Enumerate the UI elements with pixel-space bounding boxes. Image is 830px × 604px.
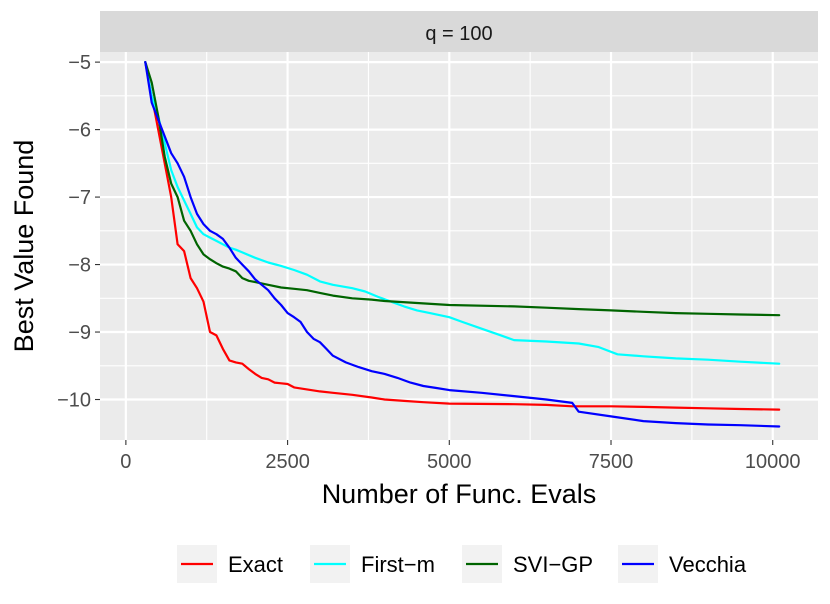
- x-tick-label: 10000: [745, 451, 801, 473]
- series-line-1: [144, 60, 781, 365]
- legend-label-2: SVI−GP: [513, 552, 593, 577]
- x-tick-label: 7500: [589, 451, 634, 473]
- plot-panel: [100, 52, 818, 440]
- legend: Exact First−m SVI−GP Vecchia: [177, 545, 747, 583]
- x-axis-title: Number of Func. Evals: [322, 479, 597, 509]
- y-axis-title: Best Value Found: [9, 140, 39, 353]
- y-tick-label: −8: [68, 255, 91, 277]
- series-line-0: [144, 60, 781, 411]
- x-axis: 0 2500 5000 7500 10000: [120, 440, 801, 473]
- y-tick-label: −7: [68, 187, 91, 209]
- legend-label-3: Vecchia: [669, 552, 747, 577]
- gridlines: [100, 52, 818, 440]
- x-tick-label: 5000: [427, 451, 472, 473]
- y-tick-label: −10: [57, 390, 91, 412]
- y-axis: −10 −9 −8 −7 −6 −5: [57, 52, 100, 412]
- legend-label-0: Exact: [228, 552, 283, 577]
- x-tick-label: 2500: [265, 451, 310, 473]
- series-layer: [144, 60, 781, 428]
- series-line-3: [144, 60, 781, 428]
- series-line-2: [144, 60, 781, 317]
- facet-label: q = 100: [425, 23, 492, 45]
- y-tick-label: −5: [68, 52, 91, 74]
- y-tick-label: −9: [68, 322, 91, 344]
- x-tick-label: 0: [120, 451, 131, 473]
- y-tick-label: −6: [68, 120, 91, 142]
- facet-strip: [100, 11, 818, 52]
- legend-label-1: First−m: [361, 552, 435, 577]
